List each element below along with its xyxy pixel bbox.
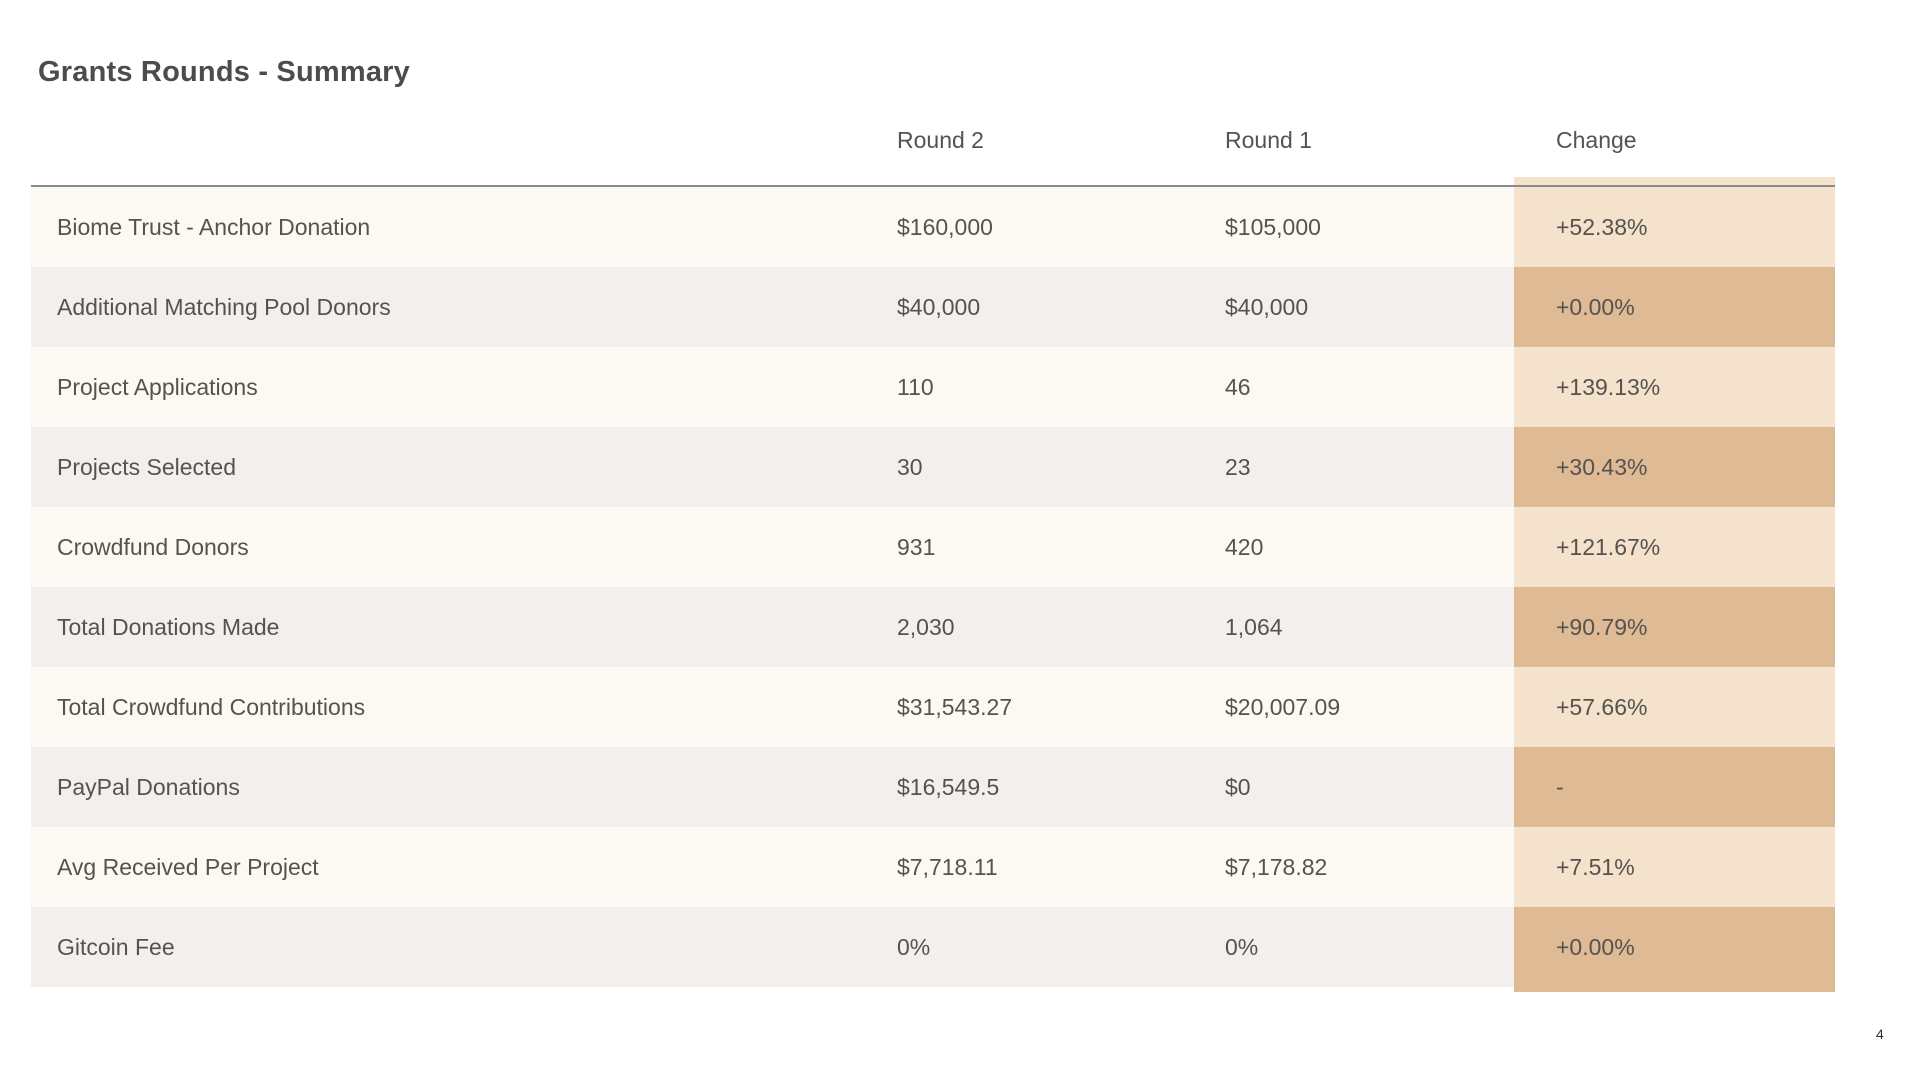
page-title: Grants Rounds - Summary <box>38 56 410 88</box>
change-column-bottom-strip <box>1514 987 1835 992</box>
header-cell-change: Change <box>1556 126 1637 153</box>
table-row: Projects Selected 30 23 +30.43% <box>31 427 1835 507</box>
round1-value-cell: $7,178.82 <box>1225 853 1328 880</box>
round2-value-cell: 30 <box>897 453 923 480</box>
round1-value-cell: 23 <box>1225 453 1251 480</box>
metric-label-cell: Avg Received Per Project <box>57 853 319 880</box>
round1-value-cell: 0% <box>1225 933 1259 960</box>
round1-value-cell: $0 <box>1225 773 1251 800</box>
round1-value-cell: 420 <box>1225 533 1264 560</box>
round2-value-cell: 2,030 <box>897 613 955 640</box>
change-value-cell: +121.67% <box>1514 507 1835 587</box>
round1-value-cell: $105,000 <box>1225 213 1321 240</box>
header-cell-round2: Round 2 <box>897 126 984 153</box>
round2-value-cell: $160,000 <box>897 213 993 240</box>
table-row: PayPal Donations $16,549.5 $0 - <box>31 747 1835 827</box>
table-row: Total Donations Made 2,030 1,064 +90.79% <box>31 587 1835 667</box>
metric-label-cell: Project Applications <box>57 373 258 400</box>
table-row: Total Crowdfund Contributions $31,543.27 $… <box>31 667 1835 747</box>
table-body: Biome Trust - Anchor Donation $160,000 $10… <box>31 177 1835 992</box>
change-value-cell: +7.51% <box>1514 827 1835 907</box>
change-value-cell: +139.13% <box>1514 347 1835 427</box>
change-column-top-strip <box>1514 177 1835 185</box>
change-value-cell: +57.66% <box>1514 667 1835 747</box>
round2-value-cell: $40,000 <box>897 293 981 320</box>
change-value-cell: +52.38% <box>1514 187 1835 267</box>
round2-value-cell: 0% <box>897 933 931 960</box>
metric-label-cell: PayPal Donations <box>57 773 240 800</box>
round1-value-cell: $20,007.09 <box>1225 693 1341 720</box>
header-cell-metric <box>31 95 897 185</box>
round1-value-cell: 46 <box>1225 373 1251 400</box>
table-row: Additional Matching Pool Donors $40,000 $4… <box>31 267 1835 347</box>
metric-label-cell: Total Crowdfund Contributions <box>57 693 366 720</box>
table-row: Crowdfund Donors 931 420 +121.67% <box>31 507 1835 587</box>
metric-label-cell: Gitcoin Fee <box>57 933 175 960</box>
metric-label-cell: Additional Matching Pool Donors <box>57 293 391 320</box>
change-value-cell: +90.79% <box>1514 587 1835 667</box>
round2-value-cell: $7,718.11 <box>897 853 998 880</box>
change-value-cell: +0.00% <box>1514 907 1835 987</box>
round2-value-cell: 110 <box>897 373 934 400</box>
page-number: 4 <box>1876 1026 1884 1042</box>
round1-value-cell: $40,000 <box>1225 293 1309 320</box>
metric-label-cell: Total Donations Made <box>57 613 280 640</box>
change-value-cell: - <box>1514 747 1835 827</box>
metric-label-cell: Projects Selected <box>57 453 236 480</box>
metric-label-cell: Biome Trust - Anchor Donation <box>57 213 371 240</box>
round2-value-cell: $16,549.5 <box>897 773 1000 800</box>
round1-value-cell: 1,064 <box>1225 613 1283 640</box>
change-value-cell: +0.00% <box>1514 267 1835 347</box>
table-header-row: Round 2 Round 1 Change <box>31 95 1835 185</box>
change-value-cell: +30.43% <box>1514 427 1835 507</box>
table-row: Project Applications 110 46 +139.13% <box>31 347 1835 427</box>
grants-summary-table: Round 2 Round 1 Change Biome Trust - Anc… <box>31 95 1835 992</box>
metric-label-cell: Crowdfund Donors <box>57 533 249 560</box>
table-row: Avg Received Per Project $7,718.11 $7,178.… <box>31 827 1835 907</box>
table-row: Biome Trust - Anchor Donation $160,000 $10… <box>31 187 1835 267</box>
round2-value-cell: 931 <box>897 533 936 560</box>
round2-value-cell: $31,543.27 <box>897 693 1013 720</box>
header-cell-round1: Round 1 <box>1225 126 1312 153</box>
table-row: Gitcoin Fee 0% 0% +0.00% <box>31 907 1835 987</box>
